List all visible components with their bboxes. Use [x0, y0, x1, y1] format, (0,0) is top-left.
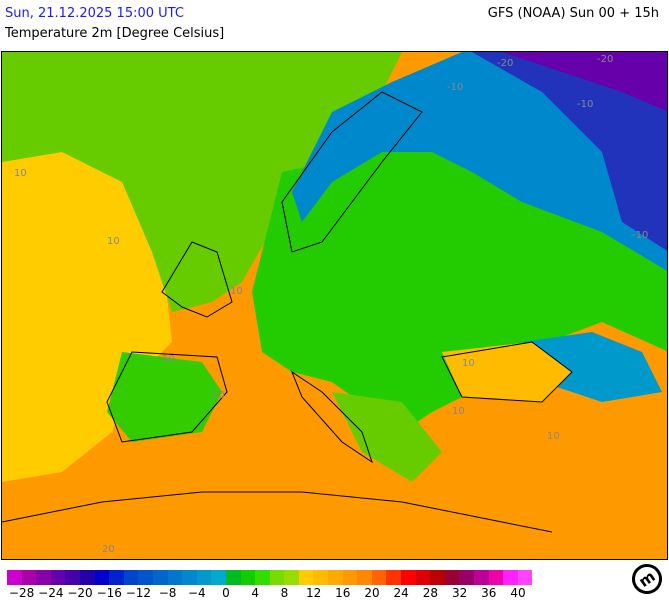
coast-north-africa	[2, 491, 553, 533]
color-scale-cell	[138, 570, 153, 585]
color-scale-label: 4	[251, 586, 260, 600]
color-scale-cell	[415, 570, 431, 585]
isoline-label: 10	[230, 286, 243, 297]
color-scale	[7, 570, 533, 585]
color-scale-label: 32	[451, 586, 468, 600]
color-scale-label: 0	[222, 586, 230, 600]
color-scale-label: 36	[481, 586, 497, 600]
color-scale-cell	[109, 570, 124, 585]
coast-black-sea	[441, 341, 573, 403]
color-scale-label: 24	[393, 586, 409, 600]
zone-russia-cold	[472, 52, 667, 251]
forecast-datetime: Sun, 21.12.2025 15:00 UTC	[5, 6, 184, 21]
color-scale-cell	[36, 570, 51, 585]
color-scale-label: 16	[335, 586, 351, 600]
isoline-label: -10	[577, 99, 593, 110]
isoline-labels: -20 -20 -10 -10 -10 10 10 10 10 10 10 10…	[14, 54, 648, 555]
color-scale-cell	[386, 570, 402, 585]
coast-iberia	[106, 351, 228, 443]
color-scale-cell	[182, 570, 197, 585]
isoline-label: 10	[14, 168, 27, 179]
zone-black-sea	[442, 342, 572, 402]
isoline-label: 10	[107, 236, 120, 247]
color-scale-cell	[123, 570, 139, 585]
color-scale-cell	[79, 570, 95, 585]
color-scale-cell	[298, 570, 314, 585]
isoline-label: 10	[162, 354, 175, 365]
color-scale-label: 12	[305, 586, 322, 600]
color-scale-cell	[225, 570, 241, 585]
color-scale-cell	[152, 570, 168, 585]
isoline-label: 10	[212, 390, 225, 401]
color-scale-cell	[21, 570, 37, 585]
color-scale-cell	[269, 570, 285, 585]
isoline-label: 20	[102, 544, 115, 555]
map-canvas: -20 -20 -10 -10 -10 10 10 10 10 10 10 10…	[2, 52, 667, 559]
isoline-label: -20	[597, 54, 613, 65]
isoline-label: 10	[462, 358, 475, 369]
color-scale-cell	[488, 570, 504, 585]
color-scale-label: 20	[364, 586, 380, 600]
color-scale-cell	[401, 570, 416, 585]
coastlines	[2, 91, 573, 533]
color-scale-cell	[50, 570, 66, 585]
isoline-label: -20	[497, 58, 513, 69]
color-scale-cell	[474, 570, 489, 585]
coast-scandinavia	[281, 91, 423, 253]
color-scale-cell	[313, 570, 329, 585]
zone-north-atlantic	[2, 52, 402, 312]
color-scale-label: −28	[8, 586, 35, 600]
color-scale-label: −4	[187, 586, 206, 600]
zone-iberia	[107, 352, 222, 442]
color-scale-cell	[211, 570, 226, 585]
color-scale-cell	[517, 570, 533, 585]
color-scale-label: 28	[422, 586, 439, 600]
color-scale-label: 8	[280, 586, 289, 600]
color-scale-cell	[240, 570, 256, 585]
color-scale-cell	[503, 570, 518, 585]
parameter-title: Temperature 2m [Degree Celsius]	[5, 26, 225, 41]
color-scale-cell	[167, 570, 183, 585]
coast-britain	[161, 241, 233, 318]
zone-arctic-very-cold	[502, 52, 667, 112]
zone-atlantic-warm	[2, 152, 172, 482]
color-scale-cell	[196, 570, 212, 585]
color-scale-cell	[328, 570, 343, 585]
isoline-label: 10	[452, 406, 465, 417]
isoline-label: -10	[447, 82, 463, 93]
color-scale-cell	[430, 570, 445, 585]
color-scale-label: −24	[38, 586, 64, 600]
color-scale-cell	[459, 570, 474, 585]
zone-balkans	[332, 392, 442, 482]
color-scale-label: −20	[67, 586, 93, 600]
color-scale-cell	[65, 570, 80, 585]
color-scale-label: 40	[510, 586, 526, 600]
coast-italy	[290, 370, 373, 464]
color-scale-cell	[255, 570, 270, 585]
color-scale-label: −8	[158, 586, 177, 600]
temperature-map[interactable]: -20 -20 -10 -10 -10 10 10 10 10 10 10 10…	[1, 51, 668, 560]
color-scale-label: −16	[96, 586, 122, 600]
isoline-label: -10	[632, 230, 648, 241]
color-scale-cell	[94, 570, 110, 585]
model-run: GFS (NOAA) Sun 00 + 15h	[487, 6, 659, 21]
color-scale-cell	[444, 570, 460, 585]
color-scale-cell	[342, 570, 358, 585]
isoline-label: 10	[547, 431, 560, 442]
meteologix-logo: m	[626, 558, 668, 600]
color-scale-cell	[284, 570, 299, 585]
color-scale-label: −12	[125, 586, 152, 600]
color-scale-cell	[357, 570, 372, 585]
color-scale-cell	[371, 570, 387, 585]
color-scale-cell	[7, 570, 22, 585]
